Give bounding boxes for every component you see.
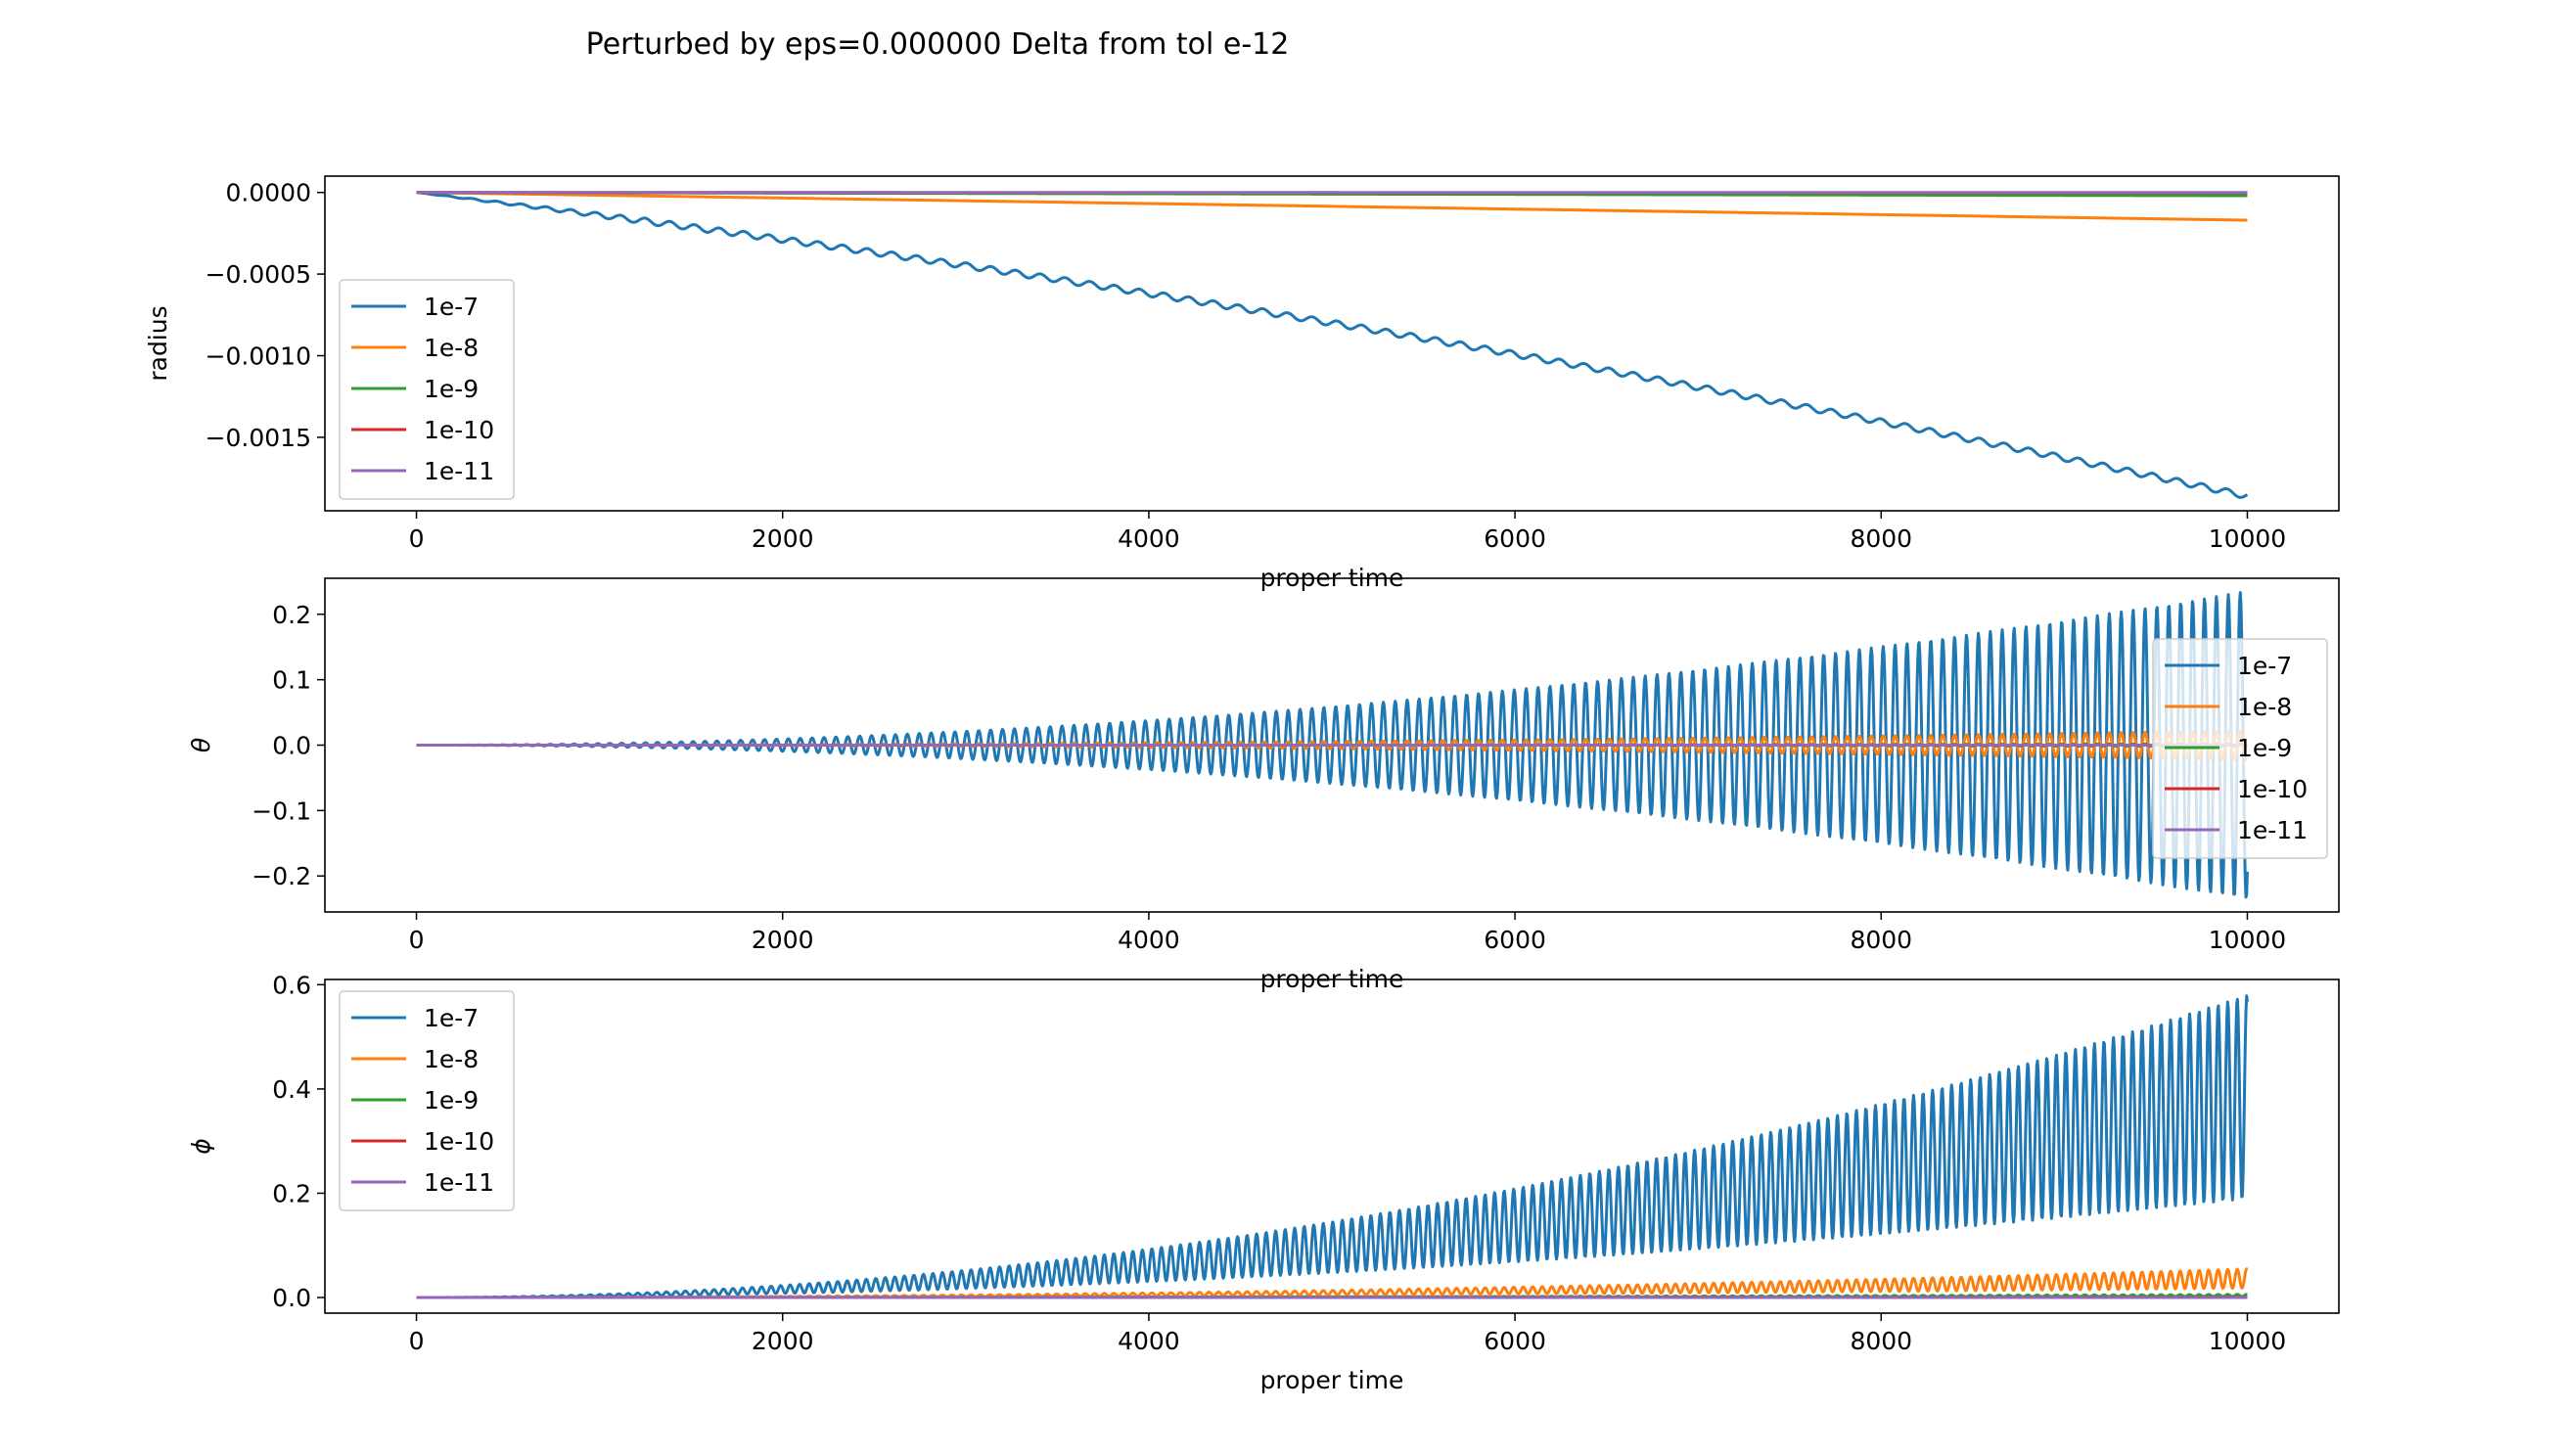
legend-label: 1e-7: [2237, 652, 2292, 680]
y-tick-label: −0.2: [252, 862, 311, 890]
y-axis-label: θ: [187, 738, 215, 752]
x-tick-label: 6000: [1484, 926, 1546, 954]
x-tick-label: 4000: [1118, 524, 1180, 553]
x-tick-label: 6000: [1484, 1327, 1546, 1355]
legend-label: 1e-9: [424, 1086, 479, 1115]
series-line-1e-7: [415, 591, 2249, 899]
legend-box: [2152, 638, 2328, 859]
x-tick-label: 0: [409, 926, 425, 954]
x-tick-label: 2000: [752, 1327, 814, 1355]
x-tick-label: 10000: [2209, 1327, 2287, 1355]
y-axis-label: ϕ: [187, 1138, 215, 1155]
x-tick-label: 8000: [1850, 1327, 1912, 1355]
series-line-1e-8: [415, 191, 2249, 222]
axes-frame: [324, 577, 2340, 913]
legend: 1e-7 1e-8 1e-9 1e-10 1e-11: [339, 279, 515, 500]
x-tick-label: 8000: [1850, 524, 1912, 553]
y-axis-label: radius: [144, 305, 172, 381]
legend-label: 1e-11: [424, 1168, 494, 1197]
legend-label: 1e-9: [424, 375, 479, 403]
legend-label: 1e-7: [424, 293, 479, 321]
x-tick-label: 2000: [752, 524, 814, 553]
y-tick-label: −0.0010: [206, 342, 311, 371]
x-tick-label: 0: [409, 1327, 425, 1355]
y-tick-label: 0.6: [272, 971, 311, 999]
y-tick-label: 0.2: [272, 1179, 311, 1207]
legend-label: 1e-10: [2237, 775, 2308, 803]
subplot-3: 0 2000 4000 6000 8000 10000 0.0 0.2 0.4 0.6 proper…: [187, 971, 2340, 1394]
subplot-2: 0 2000 4000 6000 8000 100000.20.10.0−0.1−0.2p…: [187, 577, 2340, 993]
y-tick-label: 0.1: [272, 666, 311, 695]
subplot-1: 0 2000 4000 6000 8000 10000 0.0000 −0.0005 −0.00…: [144, 175, 2340, 592]
y-tick-label: −0.1: [252, 796, 311, 825]
legend-label: 1e-8: [2237, 693, 2292, 721]
legend-box: [339, 990, 515, 1211]
legend: 1e-7 1e-8 1e-9 1e-10 1e-11: [2152, 638, 2328, 859]
series-line-1e-7: [415, 994, 2249, 1299]
axes-frame: [324, 175, 2340, 512]
axes-frame: [324, 978, 2340, 1314]
legend-label: 1e-9: [2237, 734, 2292, 762]
x-tick-label: 10000: [2209, 926, 2287, 954]
y-tick-label: 0.0: [272, 732, 311, 760]
x-axis-label: proper time: [1260, 1366, 1404, 1394]
legend-label: 1e-8: [424, 1045, 479, 1073]
y-tick-label: 0.0000: [226, 179, 311, 207]
y-tick-label: −0.0015: [206, 424, 311, 452]
figure-title: Perturbed by eps=0.000000 Delta from tol…: [586, 27, 1290, 62]
series-line-1e-7: [415, 191, 2249, 499]
x-tick-label: 8000: [1850, 926, 1912, 954]
x-tick-label: 4000: [1118, 1327, 1180, 1355]
y-tick-label: −0.0005: [206, 260, 311, 289]
legend-box: [339, 279, 515, 500]
legend-label: 1e-11: [2237, 816, 2308, 844]
x-tick-label: 10000: [2209, 524, 2287, 553]
legend: 1e-7 1e-8 1e-9 1e-10 1e-11: [339, 990, 515, 1211]
y-tick-label: 0.0: [272, 1284, 311, 1312]
y-tick-label: 0.2: [272, 601, 311, 629]
legend-label: 1e-8: [424, 334, 479, 362]
x-tick-label: 4000: [1118, 926, 1180, 954]
y-tick-label: 0.4: [272, 1075, 311, 1104]
legend-label: 1e-10: [424, 416, 494, 444]
x-tick-label: 2000: [752, 926, 814, 954]
legend-label: 1e-10: [424, 1127, 494, 1156]
legend-label: 1e-7: [424, 1004, 479, 1032]
legend-label: 1e-11: [424, 457, 494, 485]
x-tick-label: 6000: [1484, 524, 1546, 553]
x-tick-label: 0: [409, 524, 425, 553]
